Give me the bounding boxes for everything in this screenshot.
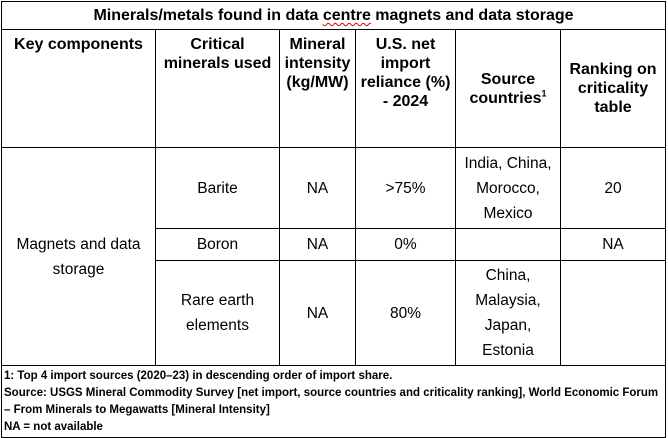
col-source-countries-label: Source countries [469, 70, 542, 107]
reliance-cell: 0% [355, 228, 456, 261]
key-component-cell: Magnets and data storage [1, 147, 156, 366]
table-row: Rare earth elements NA 80% China, Malays… [2, 260, 666, 366]
title-text-end: magnets and data storage [370, 7, 574, 24]
reliance-cell: >75% [355, 147, 456, 229]
table-row: Boron NA 0% NA [2, 228, 666, 261]
col-ranking: Ranking on criticality table [560, 29, 666, 148]
col-import-reliance: U.S. net import reliance (%) - 2024 [355, 29, 456, 148]
intensity-cell: NA [279, 260, 356, 366]
col-key-components: Key components [1, 29, 156, 148]
col-critical-minerals: Critical minerals used [155, 29, 280, 148]
title-text: Minerals/metals found in data [93, 7, 323, 24]
spellcheck-flagged-word: centre [322, 7, 371, 24]
ranking-cell: NA [560, 228, 666, 261]
reliance-cell: 80% [355, 260, 456, 366]
header-row: Key components Critical minerals used Mi… [1, 29, 666, 148]
footnote-marker: 1 [541, 88, 547, 99]
sources-cell: China, Malaysia, Japan, Estonia [455, 260, 561, 366]
notes-cell: 1: Top 4 import sources (2020–23) in des… [1, 365, 666, 438]
na-note: NA = not available [4, 421, 103, 433]
ranking-cell [560, 260, 666, 366]
intensity-cell: NA [279, 228, 356, 261]
intensity-cell: NA [279, 147, 356, 229]
source-note: Source: USGS Mineral Commodity Survey [n… [4, 387, 659, 416]
mineral-cell: Barite [155, 147, 280, 229]
mineral-cell: Rare earth elements [155, 260, 280, 366]
col-mineral-intensity: Mineral intensity (kg/MW) [279, 29, 356, 148]
col-source-countries: Source countries1 [455, 29, 561, 148]
table-row: Magnets and data storage Barite NA >75% … [1, 147, 666, 366]
footnote-1: 1: Top 4 import sources (2020–23) in des… [4, 370, 393, 382]
table-title: Minerals/metals found in data centre mag… [1, 1, 666, 30]
mineral-cell: Boron [155, 228, 280, 261]
sources-cell: India, China, Morocco, Mexico [455, 147, 561, 229]
sources-cell [455, 228, 561, 261]
ranking-cell: 20 [560, 147, 666, 229]
